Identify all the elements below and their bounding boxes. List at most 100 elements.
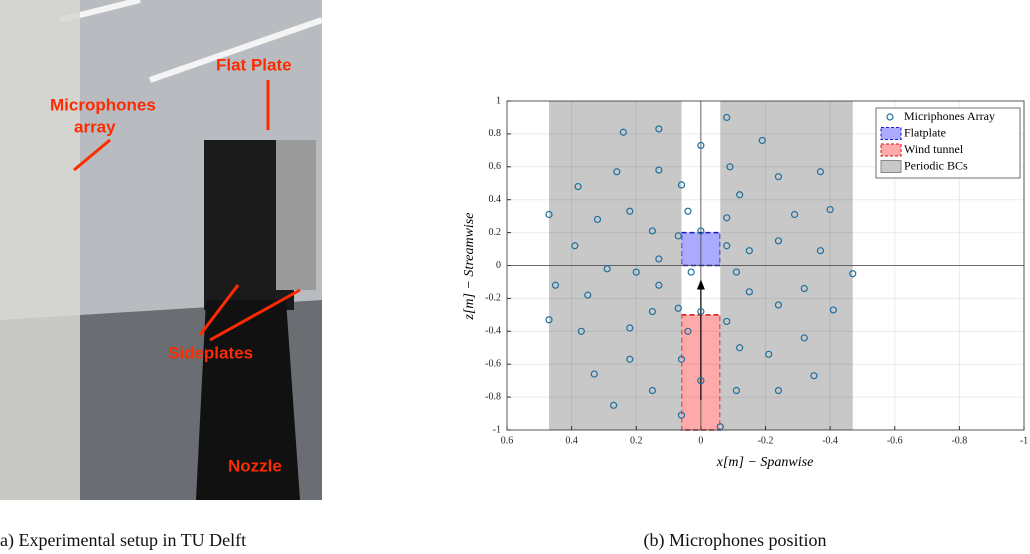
microphone [684,327,692,335]
microphone [613,168,621,176]
y-tick-label: -0.8 [485,391,501,402]
microphone [687,268,695,276]
microphone [674,232,682,240]
caption: a) Experimental setup in TU Delft [0,530,246,551]
legend-label: Micriphones Array [904,109,995,123]
light [149,17,323,83]
microphone [723,242,731,250]
microphone [716,423,724,431]
microphone [677,181,686,189]
y-axis-label: z[m] − Streamwise [462,213,477,321]
microphone [574,182,582,191]
y-tick-label: -1 [493,424,501,435]
microphone [816,168,825,176]
microphone [816,247,825,255]
photo-label: Flat Plate [216,55,292,74]
microphone [800,334,808,342]
arrow [209,288,301,342]
microphone [603,265,611,273]
y-tick-label: 0 [496,260,501,271]
y-tick-label: 0.6 [489,161,502,172]
legend-patch [880,160,902,173]
flow-arrowhead [696,279,705,290]
microphone [677,411,686,419]
x-tick-label: 0.6 [501,435,514,446]
photo-label: Sideplates [168,343,253,362]
arrow [73,138,111,172]
microphone [545,316,553,324]
legend-label: Flatplate [904,125,946,139]
y-tick-label: -0.4 [485,326,501,337]
microphone [648,307,657,316]
microphone [790,210,799,219]
legend-marker [886,113,894,121]
microphone [697,307,705,316]
y-tick-label: -0.6 [485,358,501,369]
microphone [697,377,705,385]
legend-patch [880,127,902,140]
y-tick-label: 0.2 [489,227,502,238]
x-tick-label: -0.4 [822,435,838,446]
microphone [571,242,579,250]
photo: Microphones array Flat Plate Sideplates … [0,0,323,500]
x-axis-label: x[m] − Spanwise [716,455,814,470]
microphone [655,166,663,174]
x-tick-label: 0.2 [630,435,643,446]
microphone [577,327,585,335]
microphone [697,141,705,150]
microphone [593,215,602,224]
microphone [610,401,618,409]
microphone [545,210,553,219]
microphone [745,288,753,296]
photo-label: Nozzle [228,456,282,475]
side-frame [276,140,316,290]
microphone [826,205,834,214]
microphone [774,237,783,245]
microphone [726,163,734,171]
y-tick-label: -0.2 [485,293,501,304]
microphone [774,173,783,181]
microphone [745,247,753,255]
microphone [800,284,808,293]
microphone [674,304,682,312]
microphone [590,370,598,378]
microphone [648,227,657,235]
y-tick-label: 0.4 [489,194,502,205]
microphone [829,306,837,314]
microphone [732,386,741,395]
x-tick-label: -0.8 [951,435,967,446]
microphone [697,227,705,235]
microphone [736,344,744,352]
microphone-array [0,0,80,500]
microphone [648,386,657,395]
y-tick-label: 1 [496,95,501,106]
y-tick-label: 0.8 [489,128,502,139]
microphone [655,255,663,263]
legend-patch [880,143,902,157]
arrow [198,284,240,336]
nozzle [196,300,300,500]
microphone [723,317,731,326]
microphone [723,214,731,222]
photo-label: Microphones [50,95,156,114]
photo-label: array [74,117,116,136]
microphone [849,270,857,278]
microphone [626,207,634,215]
microphone [810,372,818,380]
microphone [774,301,783,309]
x-tick-label: -1 [1020,435,1028,446]
microphone [723,113,731,122]
microphone [655,281,663,289]
microphone [626,324,634,332]
microphone [774,386,783,395]
x-tick-label: -0.6 [887,435,903,446]
x-tick-label: -0.2 [758,435,774,446]
microphone [655,125,663,133]
microphone [736,191,744,199]
microphone [758,136,766,145]
microphone [684,207,692,215]
microphone [732,268,741,276]
microphone [619,128,627,136]
